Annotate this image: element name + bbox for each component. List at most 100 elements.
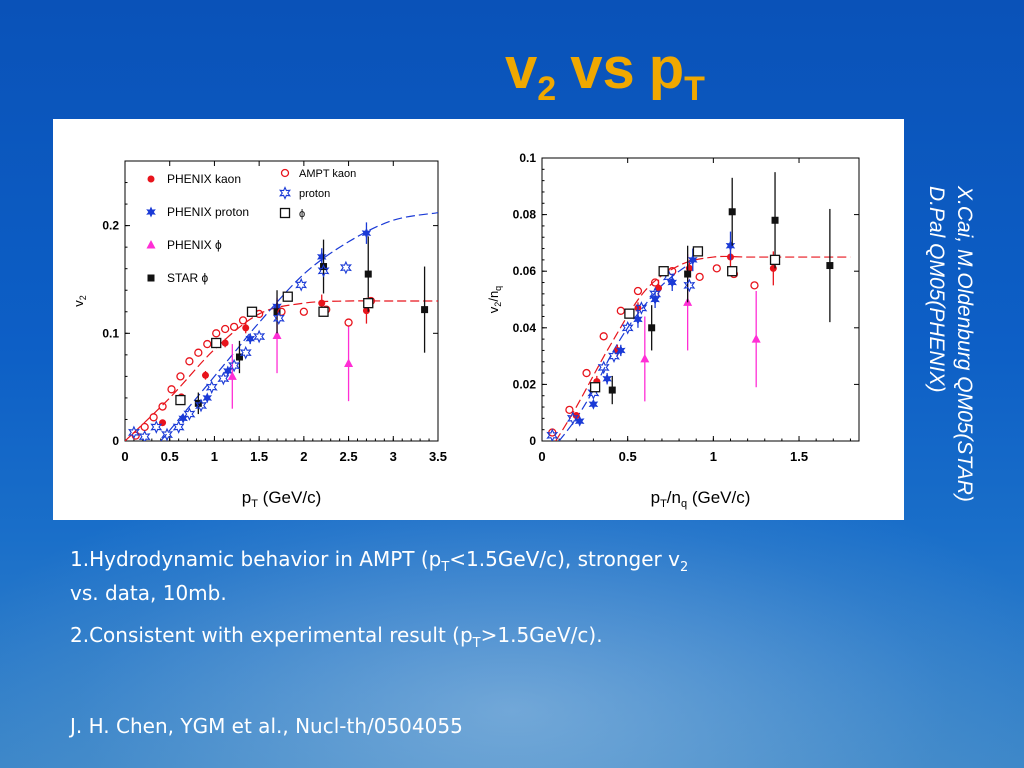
data-point — [318, 306, 329, 317]
data-point — [712, 264, 721, 273]
data-point — [205, 380, 218, 395]
data-point — [227, 371, 237, 380]
data-point — [655, 284, 663, 292]
fit-curve — [555, 255, 851, 441]
data-point — [242, 324, 250, 332]
y-tick-label: 0.06 — [513, 264, 537, 278]
plot-area — [125, 212, 438, 441]
y-tick-label: 0.1 — [102, 326, 119, 340]
data-point — [582, 368, 591, 378]
data-point — [128, 425, 140, 440]
data-point — [339, 260, 352, 275]
data-point — [684, 270, 692, 278]
credit-line-star: X.Cai, M.Oldenburg QM05(STAR) — [953, 186, 976, 502]
data-point — [203, 339, 212, 349]
data-point — [235, 353, 243, 361]
data-point — [195, 398, 207, 413]
data-point — [161, 427, 173, 441]
legend-marker — [147, 175, 155, 183]
data-point — [185, 357, 194, 366]
plot-area — [546, 172, 851, 441]
data-point — [201, 371, 209, 379]
data-point — [282, 291, 293, 302]
data-point — [364, 270, 372, 278]
x-tick-label: 1 — [211, 449, 218, 464]
data-point — [602, 373, 612, 385]
data-point — [183, 407, 196, 421]
legend-marker — [147, 274, 155, 282]
data-point — [692, 246, 704, 257]
data-point — [167, 385, 176, 394]
legend-marker — [280, 168, 290, 178]
data-point — [361, 227, 372, 239]
data-point — [624, 308, 635, 319]
data-point — [363, 298, 374, 309]
data-point — [299, 307, 309, 316]
data-point — [217, 371, 230, 386]
charts-svg: pT (GeV/c) v2 PHENIX kaon PHENIX proton PHEN… — [71, 151, 860, 510]
x-tick-label: 3 — [390, 449, 397, 464]
y-axis-label: v2/nq — [486, 286, 503, 313]
x-tick-label: 2.5 — [340, 449, 358, 464]
legend-marker — [279, 207, 291, 219]
data-point — [172, 420, 185, 434]
data-point — [728, 208, 736, 216]
legend-marker — [278, 186, 291, 200]
data-point — [272, 330, 282, 339]
bullet-list: 1.Hydrodynamic behavior in AMPT (pT<1.5G… — [70, 544, 900, 666]
x-axis-label: pT/nq (GeV/c) — [651, 488, 751, 510]
data-point — [769, 264, 777, 272]
x-tick-label: 1.5 — [250, 449, 268, 464]
data-point — [588, 398, 599, 410]
legend-label: AMPT kaon — [299, 168, 356, 180]
data-point — [212, 329, 221, 338]
y-tick-label: 0.08 — [513, 208, 537, 222]
data-point — [683, 278, 696, 293]
data-point — [295, 277, 308, 292]
data-point — [253, 329, 266, 344]
data-point — [317, 251, 327, 263]
data-point — [202, 392, 212, 404]
legend-label: STAR ϕ — [167, 271, 208, 285]
data-point — [140, 422, 149, 432]
fit-curve — [558, 259, 697, 441]
data-point — [650, 278, 660, 287]
reference-text: J. H. Chen, YGM et al., Nucl-th/0504055 — [70, 714, 463, 738]
data-point — [826, 262, 834, 270]
data-point — [318, 299, 326, 307]
legend-marker — [146, 206, 156, 218]
background-haze — [0, 480, 1024, 768]
legend-label: PHENIX kaon — [167, 172, 241, 186]
data-point — [658, 266, 669, 277]
data-point — [150, 420, 163, 434]
slide-title: v2 vs pT — [505, 36, 705, 108]
x-tick-label: 0.5 — [161, 449, 179, 464]
data-point — [667, 277, 677, 288]
data-point — [688, 254, 698, 266]
data-point — [589, 382, 601, 393]
x-tick-label: 0 — [121, 449, 128, 464]
data-point — [344, 318, 353, 327]
data-point — [245, 333, 255, 345]
data-point — [228, 358, 241, 373]
data-point — [648, 324, 656, 332]
figure-panel: pT (GeV/c) v2 PHENIX kaon PHENIX proton PHEN… — [53, 119, 904, 520]
y-tick-label: 0.02 — [513, 377, 537, 391]
y-tick-label: 0.2 — [102, 219, 119, 233]
data-point — [175, 394, 186, 406]
y-tick-label: 0 — [112, 434, 119, 448]
x-axis-label: pT (GeV/c) — [242, 488, 322, 510]
data-point — [546, 428, 559, 441]
data-point — [633, 313, 643, 325]
data-point — [769, 254, 781, 266]
data-point — [597, 360, 610, 375]
data-point — [725, 240, 736, 252]
data-point — [344, 358, 354, 367]
credit-text: X.Cai, M.Oldenburg QM05(STAR) D.Pal QM05… — [918, 186, 978, 606]
x-tick-label: 2 — [300, 449, 307, 464]
x-tick-label: 0 — [538, 449, 545, 464]
x-tick-label: 3.5 — [429, 449, 447, 464]
data-point — [727, 266, 738, 277]
data-point — [574, 415, 585, 427]
data-point — [599, 332, 608, 341]
